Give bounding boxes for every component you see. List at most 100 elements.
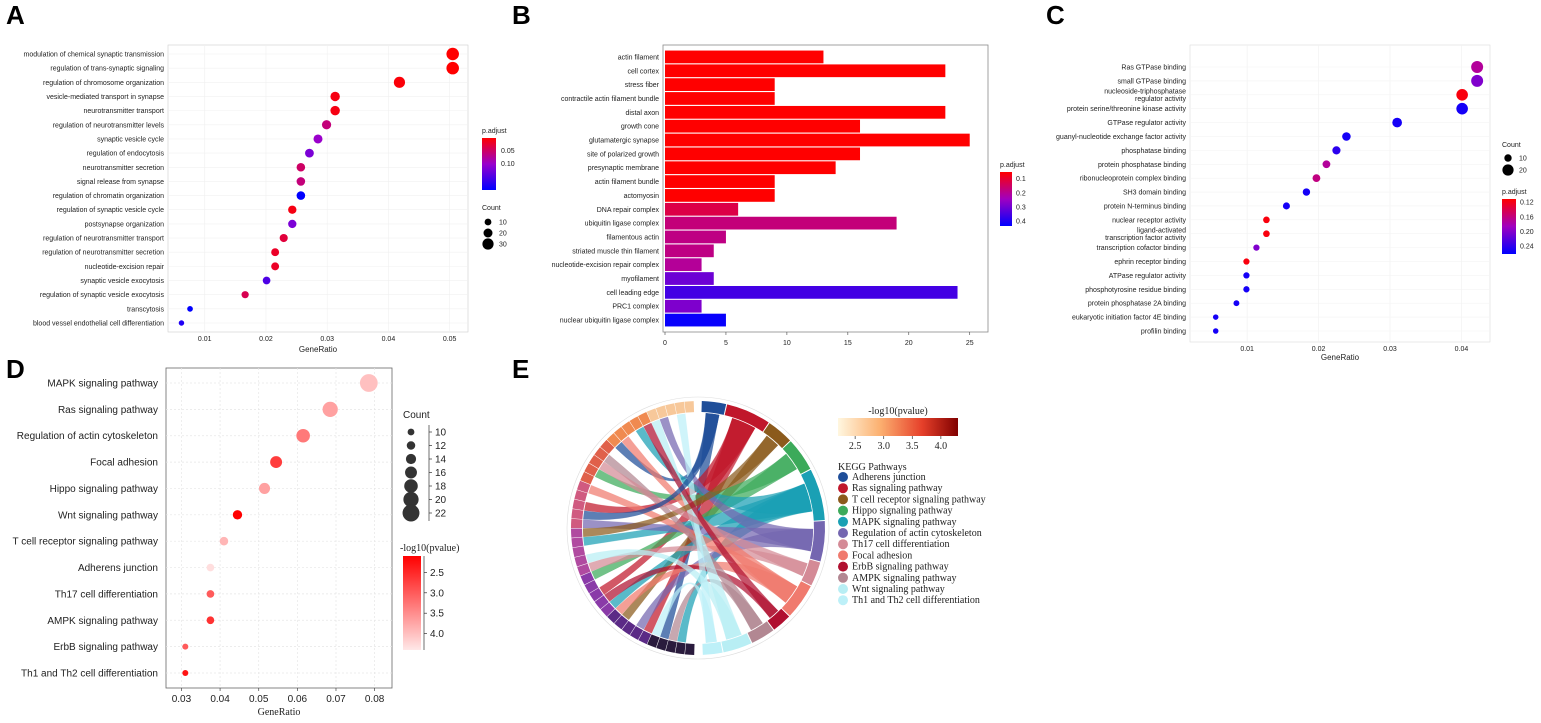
bar <box>665 286 958 299</box>
category-label: postsynapse organization <box>85 221 164 228</box>
x-tick-label: 0.02 <box>259 336 273 343</box>
category-label: cell cortex <box>627 68 659 75</box>
gene-arc <box>655 405 668 419</box>
category-label: distal axon <box>626 110 660 117</box>
x-tick-label: 15 <box>844 340 852 347</box>
legend-entry: Th17 cell differentiation <box>852 539 950 550</box>
gene-arc <box>571 509 584 520</box>
data-point <box>1312 174 1321 183</box>
chord-link <box>583 413 720 520</box>
chord-link <box>676 413 717 643</box>
gene-arc <box>606 433 621 448</box>
plot-area <box>167 44 469 333</box>
gene-arc <box>614 615 629 630</box>
data-point <box>1212 314 1219 320</box>
gene-arc <box>574 555 588 567</box>
legend-size-label: 20 <box>499 231 507 238</box>
category-label: ubiquitin ligase complex <box>585 221 660 228</box>
gene-arc <box>637 411 651 426</box>
bar <box>665 133 970 147</box>
category-label: DNA repair complex <box>597 207 660 214</box>
data-point <box>206 590 215 598</box>
x-tick-label: 0.08 <box>365 694 385 705</box>
legend-color-title: -log10(pvalue) <box>868 406 927 417</box>
gene-arc <box>638 630 652 645</box>
legend-color-tick: 3.0 <box>877 441 890 452</box>
category-label: filamentous actin <box>606 234 659 241</box>
gene-arc <box>572 499 585 511</box>
category-label: T cell receptor signaling pathway <box>13 537 158 548</box>
category-label: contractile actin filament bundle <box>561 96 659 103</box>
legend-color-tick: 0.05 <box>501 148 515 155</box>
gene-arc <box>571 518 583 528</box>
x-tick-label: 0.04 <box>1455 346 1469 353</box>
legend-size-dot <box>405 453 417 465</box>
data-point <box>178 320 185 326</box>
panel-a: A 0.01 0.02 0.03 0.04 0.05 modulation of chemi… <box>6 0 515 354</box>
bar <box>665 299 702 313</box>
category-label: Th17 cell differentiation <box>55 589 158 600</box>
gene-arc <box>646 408 660 422</box>
gene-arc <box>571 528 583 538</box>
data-point <box>322 401 338 417</box>
pathway-arc <box>781 581 811 616</box>
category-label: signal release from synapse <box>77 179 164 186</box>
data-point <box>1471 61 1484 73</box>
data-point <box>182 670 189 676</box>
gene-arc <box>665 640 677 653</box>
data-point <box>1471 74 1484 87</box>
gene-arc <box>572 546 586 558</box>
data-point <box>258 482 271 494</box>
legend-size-title: Count <box>1502 142 1521 149</box>
category-label: phosphotyrosine residue binding <box>1085 287 1186 294</box>
bar <box>665 50 824 64</box>
legend-color-tick: 2.5 <box>849 441 862 452</box>
data-point <box>288 219 297 229</box>
category-label: Wnt signaling pathway <box>58 510 158 521</box>
category-label: profilin binding <box>1141 329 1186 336</box>
legend-entry: MAPK signaling pathway <box>852 517 956 528</box>
legend-color-tick: 3.0 <box>430 588 444 599</box>
panel-b: B 0 5 10 15 20 25 actin filament cell cortex stre… <box>512 0 1026 347</box>
legend-color-tick: 4.0 <box>430 629 444 640</box>
category-label: ligand-activated <box>1137 227 1186 234</box>
category-label: regulation of neurotransmitter levels <box>53 122 165 129</box>
category-label: presynaptic membrane <box>588 165 659 172</box>
bar <box>665 189 775 202</box>
data-point <box>321 120 332 130</box>
legend-color-tick: 3.5 <box>906 441 919 452</box>
category-label: Ras GTPase binding <box>1121 65 1186 72</box>
legend-color-tick: 0.12 <box>1520 200 1534 207</box>
data-point <box>313 134 323 144</box>
x-tick-label: 0.07 <box>326 694 346 705</box>
x-tick-label: 5 <box>724 340 728 347</box>
data-point <box>1233 300 1240 307</box>
data-point <box>305 148 314 158</box>
legend-swatch <box>838 539 848 550</box>
pathway-arc <box>701 401 727 415</box>
gene-arc <box>656 637 669 651</box>
x-tick-label: 0.01 <box>1240 346 1254 353</box>
category-label: Regulation of actin cytoskeleton <box>17 431 158 442</box>
gene-arc <box>621 421 636 436</box>
legend-color-tick: 0.24 <box>1520 244 1534 251</box>
data-point <box>1302 188 1311 196</box>
legend-color-tick: 0.3 <box>1016 205 1026 212</box>
legend-entry: T cell receptor signaling pathway <box>852 494 986 505</box>
category-label: eukaryotic initiation factor 4E binding <box>1072 315 1186 322</box>
category-label: guanyl-nucleotide exchange factor activi… <box>1056 134 1186 141</box>
legend-color-tick: 0.16 <box>1520 214 1534 221</box>
data-point <box>1332 146 1341 155</box>
legend-color-tick: 0.20 <box>1520 229 1534 236</box>
category-label: actin filament <box>618 54 659 61</box>
category-label: myofilament <box>621 276 659 283</box>
category-label: site of polarized growth <box>587 151 659 158</box>
category-label: blood vessel endothelial cell differenti… <box>33 321 164 328</box>
data-point <box>271 262 280 271</box>
data-point <box>1282 202 1290 210</box>
legend-color-title: p.adjust <box>1502 189 1527 196</box>
data-point <box>1212 328 1219 334</box>
category-label: Adherens junction <box>78 563 158 574</box>
chord-link <box>659 416 814 552</box>
outer-ring <box>566 396 830 660</box>
